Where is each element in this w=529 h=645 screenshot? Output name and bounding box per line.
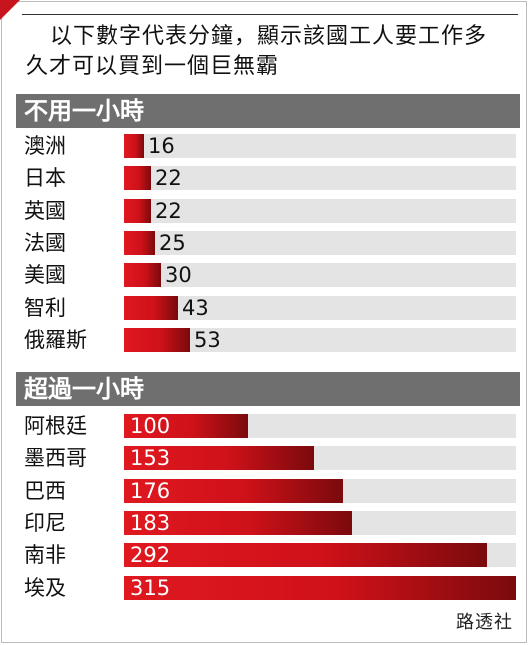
bar: [124, 263, 161, 288]
bar-row: 埃及 315: [0, 574, 529, 602]
data-label: 292: [130, 543, 171, 568]
bar: [124, 510, 352, 535]
category-label: 澳洲: [24, 134, 66, 158]
section-header-under-hour: 不用一小時: [16, 94, 520, 128]
data-label: 22: [155, 166, 182, 191]
subtitle-line-2: 久才可以買到一個巨無霸: [26, 54, 280, 79]
bar-track: [124, 134, 516, 158]
category-label: 印尼: [24, 510, 66, 535]
bar: [124, 575, 516, 600]
bar: [124, 230, 155, 255]
bar-row: 巴西 176: [0, 477, 529, 505]
data-label: 25: [159, 230, 186, 255]
section-header-over-hour: 超過一小時: [16, 372, 520, 406]
category-label: 巴西: [24, 478, 66, 503]
data-label: 176: [130, 478, 171, 503]
data-label: 16: [148, 134, 175, 158]
bar-row: 日本 22: [0, 164, 529, 192]
category-label: 埃及: [24, 575, 66, 600]
bar: [124, 198, 151, 223]
category-label: 智利: [24, 295, 66, 320]
bar-row: 阿根廷 100: [0, 412, 529, 440]
category-label: 南非: [24, 543, 66, 568]
data-label: 183: [130, 510, 171, 535]
bar-row: 俄羅斯 53: [0, 326, 529, 354]
source-credit: 路透社: [456, 612, 513, 633]
bar: [124, 478, 343, 503]
data-label: 30: [165, 263, 192, 288]
bar-track: [124, 166, 516, 191]
bar-row: 法國 25: [0, 229, 529, 257]
bar: [124, 166, 151, 191]
bar-row: 智利 43: [0, 294, 529, 322]
bar-row: 英國 22: [0, 197, 529, 225]
category-label: 英國: [24, 198, 66, 223]
data-label: 100: [130, 414, 171, 438]
bar-track: [124, 198, 516, 223]
data-label: 53: [194, 327, 221, 352]
top-rule: [22, 14, 518, 15]
bar-row: 印尼 183: [0, 509, 529, 537]
category-label: 法國: [24, 230, 66, 255]
bar-row: 南非 292: [0, 541, 529, 569]
category-label: 俄羅斯: [24, 327, 87, 352]
bar-row: 墨西哥 153: [0, 444, 529, 472]
bar-track: [124, 295, 516, 320]
bar: [124, 414, 248, 438]
category-label: 阿根廷: [24, 414, 87, 438]
category-label: 墨西哥: [24, 446, 87, 471]
category-label: 日本: [24, 166, 66, 191]
corner-accent: [0, 0, 20, 20]
bar-track: [124, 230, 516, 255]
bar: [124, 543, 487, 568]
bar: [124, 446, 314, 471]
data-label: 22: [155, 198, 182, 223]
bar-track: [124, 263, 516, 288]
bar: [124, 134, 144, 158]
category-label: 美國: [24, 263, 66, 288]
data-label: 153: [130, 446, 171, 471]
chart-subtitle: 以下數字代表分鐘，顯示該國工人要工作多 久才可以買到一個巨無霸: [26, 22, 520, 82]
bar: [124, 295, 178, 320]
bar-row: 美國 30: [0, 261, 529, 289]
bar-row: 澳洲 16: [0, 132, 529, 160]
data-label: 315: [130, 575, 171, 600]
bar: [124, 327, 190, 352]
subtitle-line-1: 以下數字代表分鐘，顯示該國工人要工作多: [50, 24, 488, 49]
data-label: 43: [182, 295, 209, 320]
